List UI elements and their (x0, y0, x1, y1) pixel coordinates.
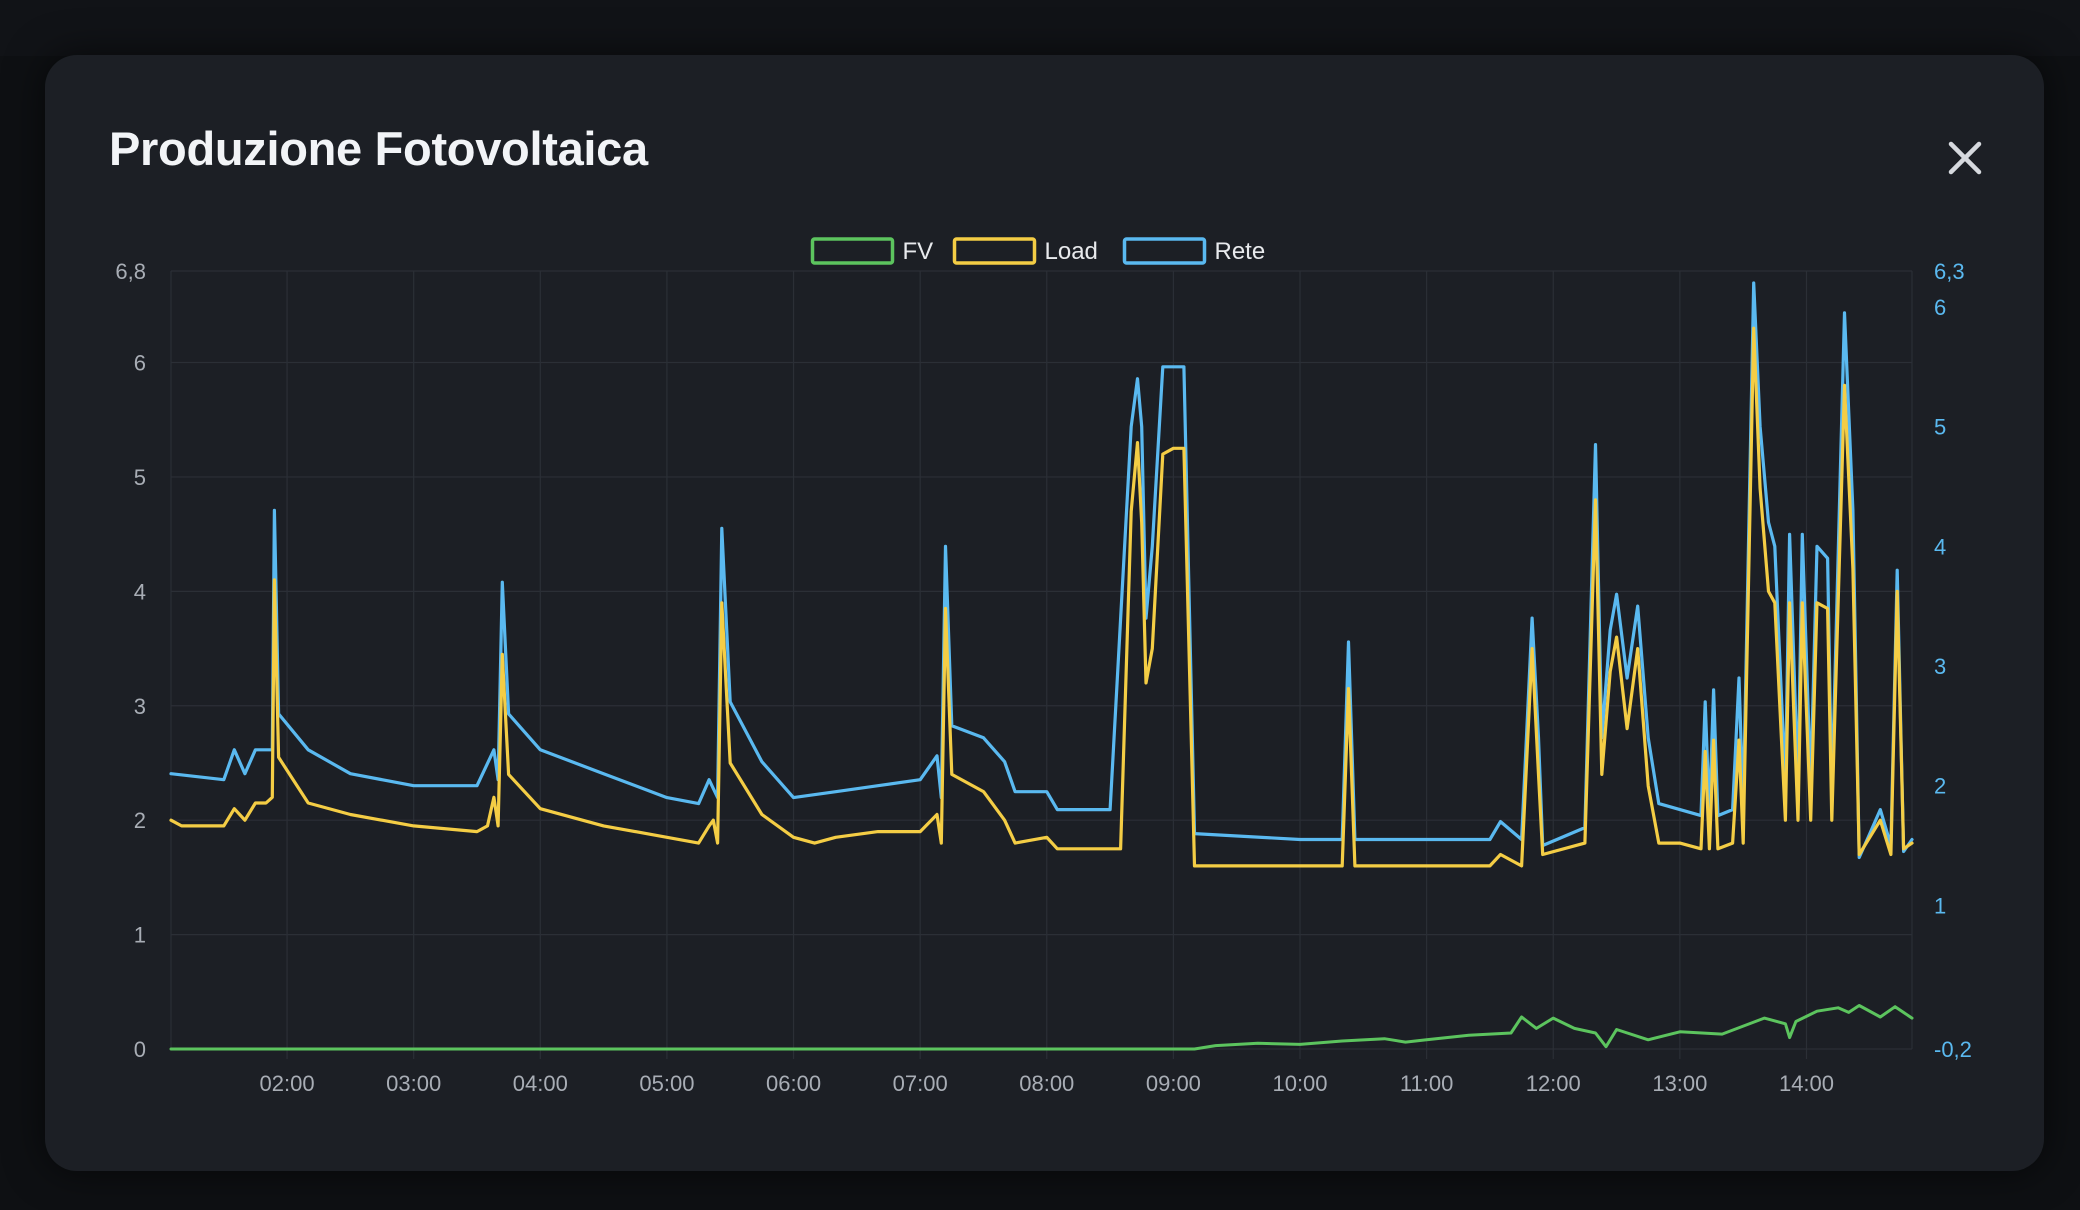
series-line-load (169, 326, 1914, 868)
y-right-tick-label: 4 (1934, 534, 1946, 559)
y-right-tick-label: -0,2 (1934, 1037, 1972, 1062)
y-left-tick-label: 4 (134, 579, 146, 604)
legend-swatch-fv (810, 237, 895, 265)
chart: 0 1 2 3 4 5 6 6,8 -0,2 1 2 3 4 5 6 6,3 02:00 03:00 04:00 05… (115, 237, 1972, 1096)
y-right-tick-label: 6,3 (1934, 259, 1965, 284)
legend-swatch-load (952, 237, 1037, 265)
chart-modal: Produzione Fotovoltaica 0 1 2 3 4 5 6 6,8 -0,2 1 2… (45, 55, 2044, 1171)
x-tick-label: 02:00 (260, 1071, 315, 1096)
legend-label-rete: Rete (1215, 238, 1266, 265)
y-left-tick-label: 1 (134, 923, 146, 948)
legend-label-fv: FV (903, 238, 934, 265)
x-tick-label: 09:00 (1146, 1071, 1201, 1096)
x-tick-label: 03:00 (386, 1071, 441, 1096)
y-right-tick-label: 1 (1934, 893, 1946, 918)
x-tick-label: 11:00 (1400, 1071, 1453, 1096)
x-tick-label: 08:00 (1019, 1071, 1074, 1096)
x-tick-label: 12:00 (1526, 1071, 1581, 1096)
y-left-tick-label: 2 (134, 808, 146, 833)
x-tick-label: 13:00 (1652, 1071, 1707, 1096)
x-tick-label: 14:00 (1779, 1071, 1834, 1096)
modal-title: Produzione Fotovoltaica (109, 122, 648, 175)
backdrop-header (0, 0, 2080, 56)
y-right-tick-label: 5 (1934, 415, 1946, 440)
x-tick-label: 04:00 (513, 1071, 568, 1096)
x-tick-label: 10:00 (1272, 1071, 1327, 1096)
x-tick-label: 05:00 (639, 1071, 694, 1096)
y-left-tick-label: 0 (134, 1037, 146, 1062)
y-right-tick-label: 2 (1934, 774, 1946, 799)
legend-label-load: Load (1045, 238, 1098, 265)
close-icon (1948, 141, 1982, 175)
series-line-fv (169, 1004, 1914, 1051)
y-left-tick-label: 5 (134, 465, 146, 490)
y-left-tick-label: 6,8 (115, 259, 146, 284)
y-left-tick-label: 6 (134, 351, 146, 376)
series-line-rete (169, 281, 1914, 860)
x-tick-label: 07:00 (893, 1071, 948, 1096)
x-tick-label: 06:00 (766, 1071, 821, 1096)
legend-swatch-rete (1122, 237, 1207, 265)
close-button[interactable] (1940, 133, 1990, 183)
y-left-tick-label: 3 (134, 694, 146, 719)
y-right-tick-label: 3 (1934, 654, 1946, 679)
y-right-tick-label: 6 (1934, 295, 1946, 320)
